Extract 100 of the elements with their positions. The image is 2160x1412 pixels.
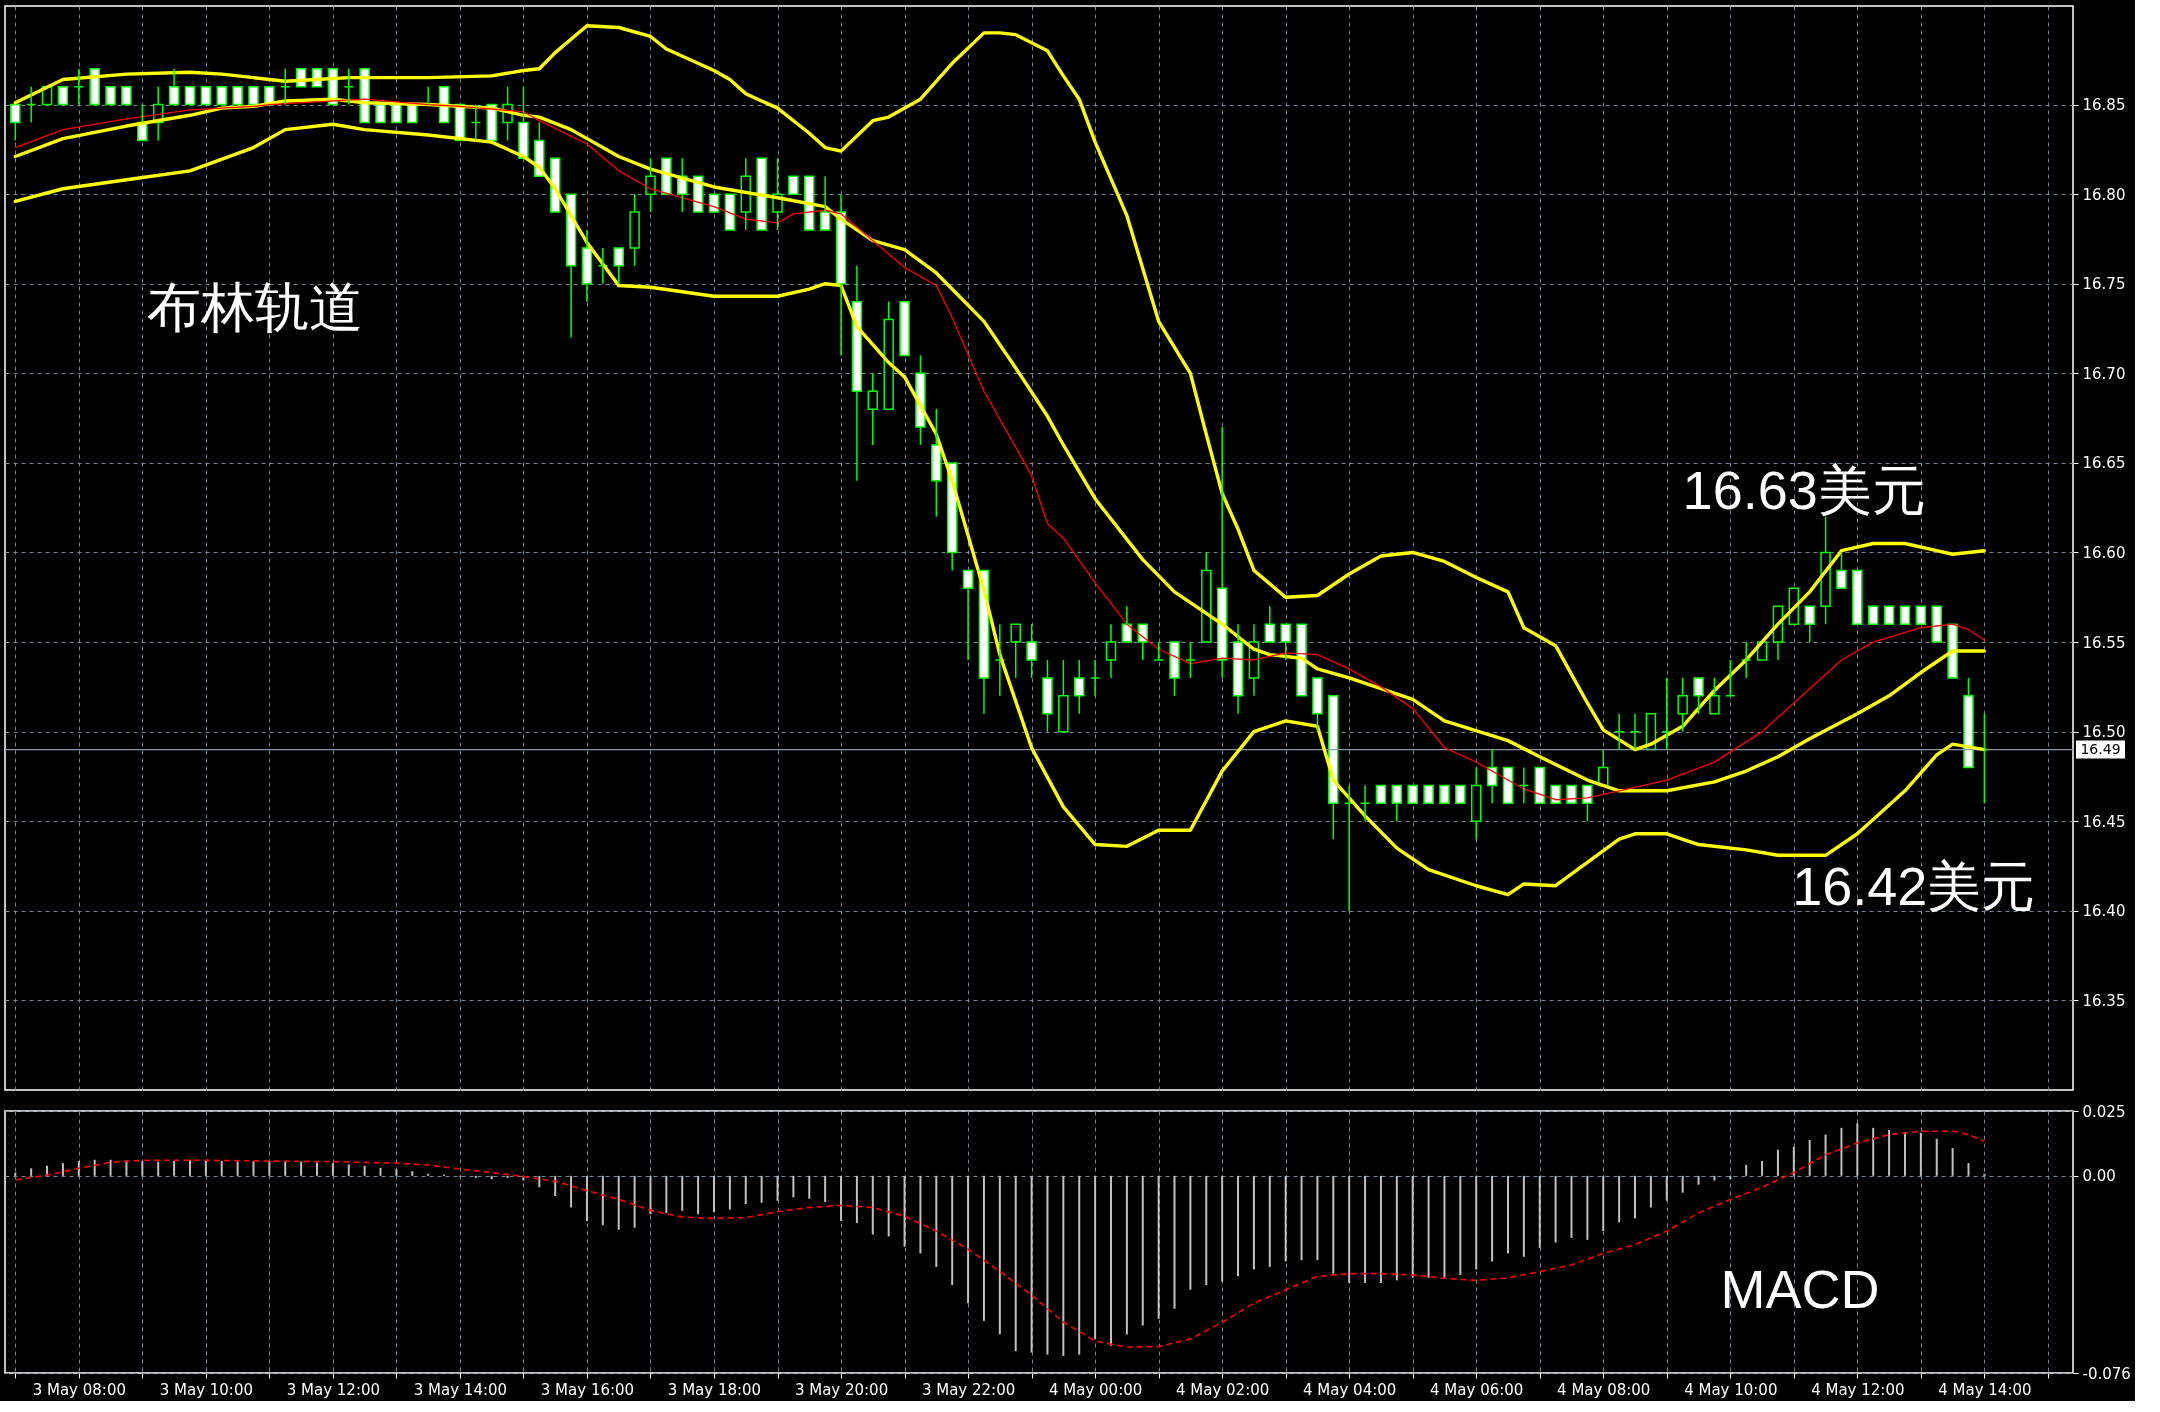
bar (887, 1175, 890, 1237)
y-tick-label: 16.40 (2082, 902, 2126, 921)
bar (1618, 1175, 1621, 1223)
candlestick (867, 372, 879, 446)
bar (1491, 1175, 1494, 1262)
bar (1713, 1175, 1716, 1181)
candlestick (1470, 766, 1482, 840)
bar (506, 1175, 509, 1178)
bar (1316, 1175, 1319, 1261)
bar (1046, 1175, 1049, 1355)
y-tick-label: 16.60 (2082, 543, 2126, 562)
bar (1872, 1127, 1875, 1176)
ref-line-label: 16.49 (2080, 740, 2121, 757)
candlestick (1073, 659, 1085, 715)
y-tick-label: -0.076 (2082, 1364, 2131, 1383)
bar (252, 1161, 255, 1176)
bar (998, 1175, 1001, 1335)
bar (1570, 1175, 1573, 1238)
bar (14, 1172, 17, 1176)
x-tick-label: 3 May 18:00 (667, 1380, 762, 1399)
x-tick-label: 4 May 04:00 (1303, 1380, 1397, 1399)
bar (1348, 1175, 1351, 1283)
x-tick-label: 4 May 02:00 (1175, 1380, 1270, 1399)
candlestick (931, 408, 942, 518)
bar (1776, 1149, 1779, 1176)
bar (1475, 1175, 1478, 1270)
bar (363, 1165, 366, 1176)
bar (173, 1161, 176, 1176)
bar (1221, 1175, 1224, 1282)
bar (395, 1169, 398, 1176)
y-tick-label: 16.35 (2082, 991, 2126, 1010)
bar (855, 1175, 858, 1224)
bar (1903, 1132, 1906, 1176)
bar (1538, 1175, 1541, 1248)
bar (1395, 1175, 1398, 1281)
bar (1379, 1175, 1382, 1283)
bar (1284, 1175, 1287, 1262)
bar (824, 1175, 827, 1203)
bar (1189, 1175, 1192, 1290)
bar (1951, 1148, 1954, 1176)
bar (1761, 1161, 1764, 1176)
x-tick-label: 4 May 12:00 (1811, 1380, 1905, 1399)
annotation: 16.63美元 (1682, 459, 1926, 520)
bar (379, 1167, 382, 1176)
x-tick-label: 3 May 12:00 (286, 1380, 381, 1399)
bar (1173, 1175, 1176, 1309)
bar (61, 1163, 64, 1176)
y-tick-label: 16.75 (2082, 275, 2126, 294)
bar (982, 1175, 985, 1321)
bar (776, 1175, 779, 1201)
annotation: MACD (1720, 1258, 1880, 1319)
bar (157, 1161, 160, 1176)
bar (1459, 1175, 1462, 1275)
bar (1935, 1138, 1938, 1176)
x-tick-label: 3 May 16:00 (540, 1380, 635, 1399)
bar (1062, 1175, 1065, 1356)
y-tick-label: 16.70 (2082, 364, 2126, 383)
x-tick-label: 4 May 06:00 (1430, 1380, 1524, 1399)
bar (1856, 1123, 1859, 1176)
bar (744, 1175, 747, 1205)
x-tick-label: 4 May 14:00 (1938, 1380, 2032, 1399)
x-tick-label: 3 May 20:00 (794, 1380, 889, 1399)
candlestick (1232, 623, 1244, 715)
y-tick-label: 16.50 (2082, 723, 2126, 742)
x-tick-label: 3 May 22:00 (921, 1380, 1016, 1399)
bar (331, 1163, 334, 1176)
annotation: 布林轨道 (147, 276, 364, 337)
bar (1364, 1175, 1367, 1283)
annotation: 16.42美元 (1792, 856, 2036, 917)
candlestick (581, 229, 593, 303)
bar (1919, 1132, 1922, 1176)
x-tick-label: 3 May 14:00 (413, 1380, 508, 1399)
bar (617, 1175, 620, 1230)
bar (1125, 1175, 1128, 1335)
y-tick-label: 16.65 (2082, 454, 2126, 473)
bar (1983, 1173, 1986, 1176)
bar (649, 1175, 652, 1215)
bar (316, 1162, 319, 1176)
x-tick-label: 4 May 00:00 (1048, 1380, 1143, 1399)
y-tick-label: 16.55 (2082, 633, 2126, 652)
bar (1237, 1175, 1240, 1277)
bar (1300, 1175, 1303, 1261)
bar (919, 1175, 922, 1254)
bar (220, 1161, 223, 1176)
bar (1665, 1175, 1668, 1201)
bar (1697, 1175, 1700, 1185)
bar (1205, 1175, 1208, 1286)
bar (1888, 1129, 1891, 1176)
bar (1332, 1175, 1335, 1274)
bar (570, 1175, 573, 1208)
bar (411, 1171, 414, 1176)
candlestick (1105, 623, 1117, 679)
bar (1157, 1175, 1160, 1319)
x-tick-label: 4 May 10:00 (1684, 1380, 1778, 1399)
x-tick-label: 3 May 10:00 (159, 1380, 254, 1399)
bar (347, 1164, 350, 1176)
bar (1078, 1175, 1081, 1355)
bar (204, 1160, 207, 1176)
bar (427, 1173, 430, 1176)
bar (1792, 1146, 1795, 1176)
